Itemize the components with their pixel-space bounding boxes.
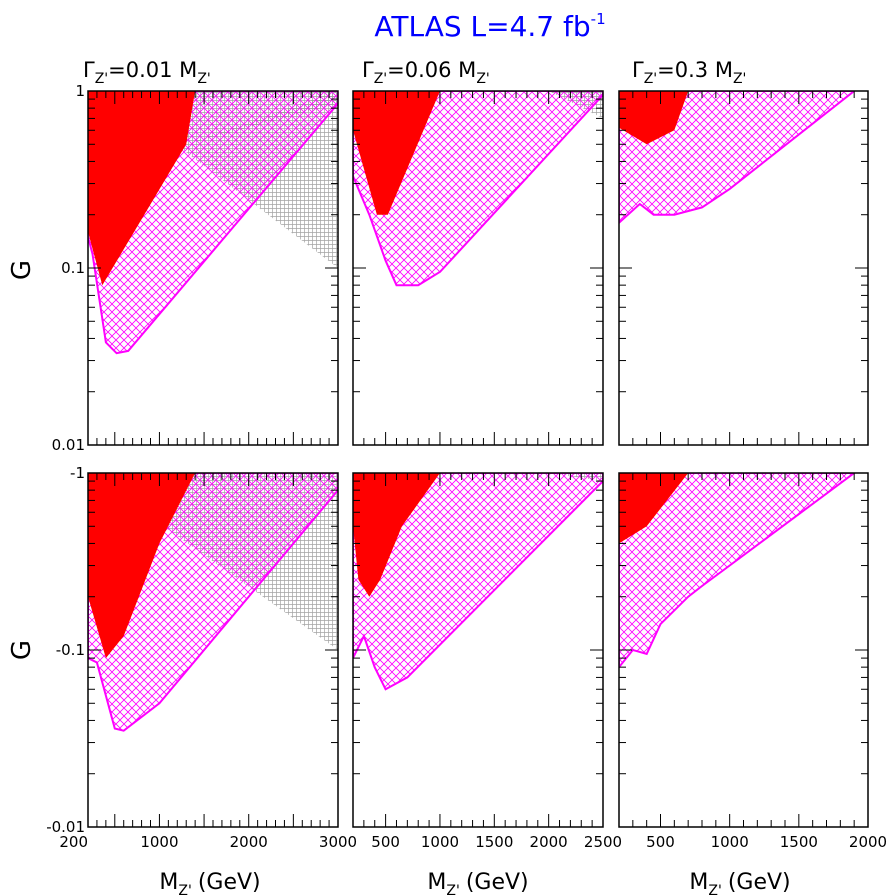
region-red-solid [88, 473, 196, 659]
panel-bottom-middle: 500 1000 1500 2000 2500 [352, 472, 622, 851]
y-tick-label: -1 [70, 464, 85, 482]
region-red-solid [88, 91, 196, 286]
region-magenta-hatched [619, 473, 856, 669]
y-tick-label: 1 [75, 82, 85, 100]
panel-top-right [618, 90, 869, 446]
panel-title-3: ΓZ'=0.3 MZ' [632, 58, 746, 87]
y-tick-label: -0.01 [46, 818, 85, 836]
region-red-solid [353, 473, 440, 597]
figure-title: ATLAS L=4.7 fb-1 [374, 10, 605, 43]
panel-series [88, 91, 338, 355]
x-tick-label: 3000 [319, 833, 357, 851]
y-tick-label: 0.1 [61, 259, 85, 277]
region-magenta-hatched [353, 473, 603, 691]
x-tick-label: 500 [371, 833, 400, 851]
panel-series [353, 473, 603, 691]
x-tick-label: 2000 [849, 833, 887, 851]
panel-ticks [87, 91, 339, 446]
plot-panels: 1 0.1 0.01 200 1000 2000 3000 -0.01 -0.1 -1 500 100… [46, 82, 887, 851]
panel-series [619, 91, 856, 225]
panel-series [619, 473, 856, 669]
x-axis-label-2: MZ' (GeV) [427, 870, 528, 895]
region-red-solid [619, 473, 689, 544]
panel-series [88, 473, 338, 732]
panel-top-middle [352, 90, 604, 446]
y-tick-label: 0.01 [52, 436, 85, 454]
region-red-solid [353, 91, 440, 215]
x-tick-label: 500 [646, 833, 675, 851]
panel-ticks [87, 473, 339, 828]
region-red-solid [619, 91, 689, 145]
x-tick-label: 1000 [421, 833, 459, 851]
panel-title-1: ΓZ'=0.01 MZ' [83, 58, 211, 87]
x-axis-label-1: MZ' (GeV) [159, 870, 260, 895]
x-tick-label: 2000 [530, 833, 568, 851]
x-tick-label: 1500 [475, 833, 513, 851]
panel-ticks [618, 91, 869, 446]
panel-ticks [618, 473, 869, 828]
panel-series [353, 91, 603, 287]
x-tick-label: 200 [59, 833, 88, 851]
panel-top-left: 1 0.1 0.01 [52, 82, 339, 454]
panel-bottom-left: 200 1000 2000 3000 -0.01 -0.1 -1 [46, 464, 357, 851]
x-tick-label: 1000 [711, 833, 749, 851]
y-axis-label-bottom: G [7, 640, 37, 660]
x-tick-label: 2500 [584, 833, 622, 851]
x-axis-label-3: MZ' (GeV) [689, 870, 790, 895]
panel-ticks [352, 91, 604, 446]
panel-bottom-right: 500 1000 1500 2000 [618, 472, 887, 851]
region-magenta-hatched [619, 91, 856, 225]
panel-ticks [352, 473, 604, 828]
y-axis-label-top: G [7, 260, 37, 280]
y-tick-label: -0.1 [56, 641, 85, 659]
x-tick-label: 1500 [780, 833, 818, 851]
x-tick-label: 1000 [140, 833, 178, 851]
panel-title-2: ΓZ'=0.06 MZ' [362, 58, 490, 87]
x-tick-label: 2000 [230, 833, 268, 851]
